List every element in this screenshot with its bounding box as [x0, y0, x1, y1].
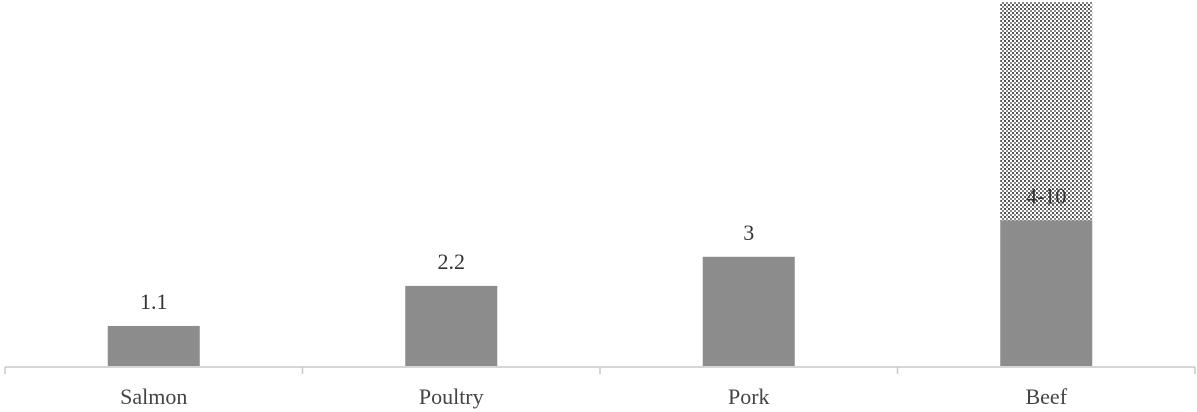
data-label-poultry: 2.2 — [438, 249, 466, 274]
data-label-salmon: 1.1 — [140, 289, 168, 314]
bar-beef — [1000, 220, 1093, 366]
bar-range-beef — [1000, 2, 1093, 221]
bars-layer — [107, 2, 1093, 366]
data-label-pork: 3 — [743, 220, 754, 245]
x-axis-ticks: Salmon Poultry Pork Beef — [4, 367, 1196, 409]
x-tick-label-salmon: Salmon — [120, 384, 187, 409]
x-tick-label-beef: Beef — [1025, 384, 1067, 409]
x-tick-label-poultry: Poultry — [419, 384, 484, 409]
bar-salmon — [107, 325, 200, 366]
bar-poultry — [405, 285, 498, 366]
data-labels-layer: 1.1 2.2 3 4-10 — [140, 183, 1066, 314]
data-label-beef: 4-10 — [1026, 183, 1066, 208]
x-tick-label-pork: Pork — [728, 384, 770, 409]
bar-pork — [702, 256, 795, 366]
